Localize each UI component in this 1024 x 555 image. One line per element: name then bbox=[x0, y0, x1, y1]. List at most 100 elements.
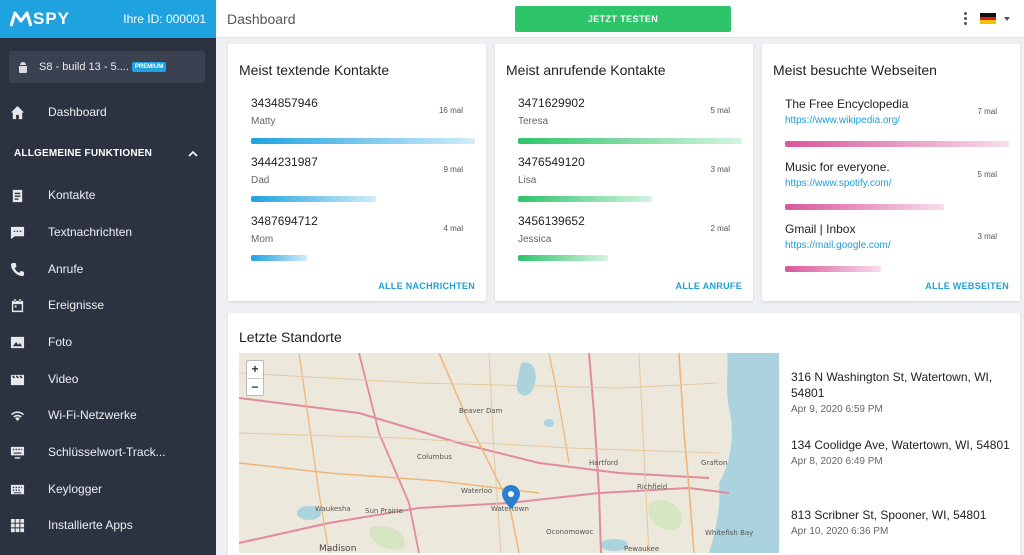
more-menu-icon[interactable] bbox=[964, 12, 968, 26]
sidebar-item-label: Dashboard bbox=[48, 105, 107, 119]
message-icon bbox=[10, 226, 25, 239]
sidebar-item-events[interactable]: Ereignisse bbox=[0, 290, 216, 320]
list-item[interactable]: 3476549120 Lisa 3 mal bbox=[518, 155, 742, 205]
count-label: 16 mal bbox=[438, 106, 463, 115]
chevron-up-icon bbox=[188, 150, 198, 157]
section-label: ALLGEMEINE FUNKTIONEN bbox=[14, 148, 153, 159]
apps-icon bbox=[10, 518, 25, 532]
device-selector[interactable]: S8 - build 13 - 5.... PREMIUM bbox=[9, 51, 205, 83]
location-address: 316 N Washington St, Watertown, WI, 5480… bbox=[791, 370, 993, 400]
count-label: 7 mal bbox=[977, 107, 997, 116]
contact-number: 3456139652 bbox=[518, 214, 585, 228]
activity-bar bbox=[518, 255, 608, 261]
sidebar-item-contacts[interactable]: Kontakte bbox=[0, 180, 216, 210]
sidebar-item-photo[interactable]: Foto bbox=[0, 327, 216, 357]
map-label: Whitefish Bay bbox=[705, 529, 753, 537]
sidebar-item-wifi[interactable]: Wi-Fi-Netzwerke bbox=[0, 400, 216, 430]
site-url[interactable]: https://www.spotify.com/ bbox=[785, 178, 892, 189]
premium-badge: PREMIUM bbox=[131, 62, 167, 72]
map-label: Oconomowoc bbox=[546, 528, 593, 536]
card-top-calling-contacts: Meist anrufende Kontakte 3471629902 Tere… bbox=[495, 44, 753, 301]
location-item[interactable]: 813 Scribner St, Spooner, WI, 54801 Apr … bbox=[791, 507, 1011, 537]
activity-bar bbox=[518, 196, 652, 202]
user-id: Ihre ID: 000001 bbox=[123, 12, 206, 26]
count-label: 4 mal bbox=[443, 224, 463, 233]
mspy-logo[interactable]: SPY bbox=[9, 9, 71, 29]
list-item[interactable]: 3444231987 Dad 9 mal bbox=[251, 155, 475, 205]
list-item[interactable]: Music for everyone. https://www.spotify.… bbox=[785, 160, 1009, 210]
mspy-logo-mark-icon bbox=[9, 11, 33, 27]
language-caret-icon[interactable] bbox=[1004, 17, 1010, 21]
all-messages-link[interactable]: ALLE NACHRICHTEN bbox=[378, 281, 475, 291]
map-label: Watertown bbox=[491, 505, 529, 513]
site-url[interactable]: https://mail.google.com/ bbox=[785, 240, 891, 251]
sidebar-item-label: Installierte Apps bbox=[48, 518, 133, 532]
location-map[interactable]: Beaver Dam Columbus Hartford Grafton Wat… bbox=[239, 353, 779, 553]
list-item[interactable]: The Free Encyclopedia https://www.wikipe… bbox=[785, 97, 1009, 147]
sidebar-item-label: Foto bbox=[48, 335, 73, 349]
location-item[interactable]: 316 N Washington St, Watertown, WI, 5480… bbox=[791, 369, 1011, 415]
count-label: 3 mal bbox=[710, 165, 730, 174]
map-label: Beaver Dam bbox=[459, 407, 503, 415]
location-address: 134 Coolidge Ave, Watertown, WI, 54801 bbox=[791, 438, 1010, 452]
map-label: Madison bbox=[319, 544, 356, 553]
count-label: 9 mal bbox=[443, 165, 463, 174]
sidebar-item-label: Video bbox=[48, 372, 79, 386]
logo-text: SPY bbox=[33, 9, 71, 28]
list-item[interactable]: Gmail | Inbox https://mail.google.com/ 3… bbox=[785, 222, 1009, 272]
map-label: Waterloo bbox=[461, 487, 492, 495]
site-title: Music for everyone. bbox=[785, 160, 890, 174]
activity-bar bbox=[251, 196, 376, 202]
sidebar-item-label: Anrufe bbox=[48, 262, 84, 276]
de-flag-icon[interactable] bbox=[980, 13, 996, 25]
card-title: Letzte Standorte bbox=[239, 329, 342, 345]
card-top-websites: Meist besuchte Webseiten The Free Encycl… bbox=[762, 44, 1020, 301]
activity-bar bbox=[251, 255, 307, 261]
sidebar-item-messages[interactable]: Textnachrichten bbox=[0, 217, 216, 247]
list-item[interactable]: 3434857946 Matty 16 mal bbox=[251, 96, 475, 146]
count-label: 2 mal bbox=[710, 224, 730, 233]
try-now-button[interactable]: JETZT TESTEN bbox=[515, 6, 731, 32]
zoom-in-button[interactable]: + bbox=[251, 362, 259, 376]
contact-number: 3487694712 bbox=[251, 214, 318, 228]
home-icon bbox=[10, 105, 25, 119]
sidebar-item-keylogger[interactable]: Keylogger bbox=[0, 474, 216, 504]
location-marker-icon bbox=[502, 485, 520, 509]
activity-bar bbox=[251, 138, 475, 144]
map-label: Waukesha bbox=[315, 505, 351, 513]
sidebar-item-dashboard[interactable]: Dashboard bbox=[0, 97, 216, 127]
contact-number: 3444231987 bbox=[251, 155, 318, 169]
list-item[interactable]: 3487694712 Mom 4 mal bbox=[251, 214, 475, 264]
calendar-icon bbox=[11, 298, 24, 312]
all-websites-link[interactable]: ALLE WEBSEITEN bbox=[925, 281, 1009, 291]
activity-bar bbox=[785, 266, 881, 272]
site-title: Gmail | Inbox bbox=[785, 222, 856, 236]
sidebar-item-keyword-tracking[interactable]: Schlüsselwort-Track... bbox=[0, 437, 216, 467]
device-name: S8 - build 13 - 5.... bbox=[39, 61, 129, 73]
keyboard-icon bbox=[10, 484, 25, 494]
phone-icon bbox=[10, 262, 25, 276]
sidebar: SPY Ihre ID: 000001 S8 - build 13 - 5...… bbox=[0, 0, 216, 555]
zoom-out-button[interactable]: − bbox=[247, 378, 263, 395]
contact-number: 3476549120 bbox=[518, 155, 585, 169]
wifi-icon bbox=[10, 410, 25, 421]
contact-name: Mom bbox=[251, 234, 274, 245]
map-label: Richfield bbox=[637, 483, 667, 491]
site-url[interactable]: https://www.wikipedia.org/ bbox=[785, 115, 901, 126]
sidebar-item-installed-apps[interactable]: Installierte Apps bbox=[0, 510, 216, 540]
sidebar-item-label: Schlüsselwort-Track... bbox=[48, 445, 166, 459]
section-general-functions[interactable]: ALLGEMEINE FUNKTIONEN bbox=[14, 148, 198, 159]
map-canvas: Beaver Dam Columbus Hartford Grafton Wat… bbox=[239, 353, 779, 553]
list-item[interactable]: 3456139652 Jessica 2 mal bbox=[518, 214, 742, 264]
list-item[interactable]: 3471629902 Teresa 5 mal bbox=[518, 96, 742, 146]
contact-name: Lisa bbox=[518, 175, 537, 186]
map-zoom-control: + − bbox=[246, 360, 264, 396]
contact-name: Dad bbox=[251, 175, 270, 186]
location-time: Apr 10, 2020 6:36 PM bbox=[791, 526, 889, 537]
sidebar-item-video[interactable]: Video bbox=[0, 364, 216, 394]
android-icon bbox=[19, 61, 27, 73]
sidebar-item-label: Wi-Fi-Netzwerke bbox=[48, 408, 137, 422]
location-item[interactable]: 134 Coolidge Ave, Watertown, WI, 54801 A… bbox=[791, 437, 1011, 467]
sidebar-item-calls[interactable]: Anrufe bbox=[0, 254, 216, 284]
all-calls-link[interactable]: ALLE ANRUFE bbox=[675, 281, 742, 291]
